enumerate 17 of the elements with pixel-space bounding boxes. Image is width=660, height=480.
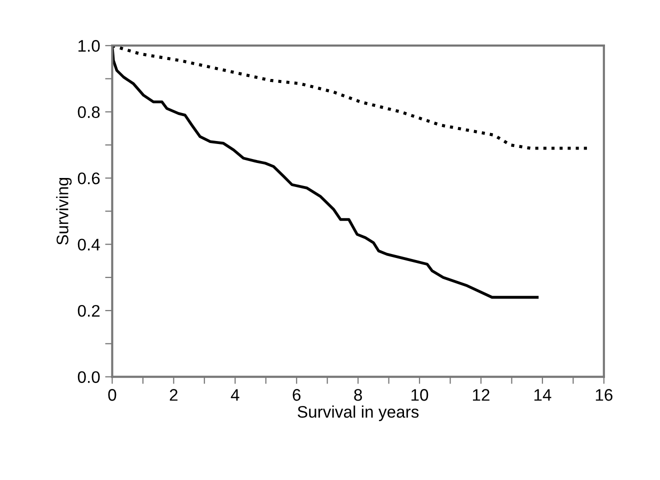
x-tick-label: 14 (534, 389, 552, 401)
x-tick-label: 4 (230, 389, 240, 401)
x-tick-label: 6 (292, 389, 300, 401)
y-axis-title: Surviving (56, 178, 72, 245)
x-axis-title: Survival in years (298, 406, 419, 422)
x-tick-label: 8 (354, 389, 362, 401)
y-tick-label: 1.0 (78, 40, 100, 52)
x-tick-label: 12 (472, 389, 490, 401)
y-tick-label: 0.4 (78, 238, 100, 251)
y-tick-label: 0.6 (78, 172, 100, 184)
x-tick-label: 16 (596, 389, 612, 401)
y-tick-label: 0.0 (78, 371, 100, 384)
y-tick-label: 0.2 (78, 304, 100, 317)
y-tick-label: 0.8 (78, 106, 100, 118)
x-tick-label: 2 (170, 389, 178, 401)
x-tick-label: 0 (108, 389, 116, 401)
x-tick-label: 10 (412, 389, 428, 401)
